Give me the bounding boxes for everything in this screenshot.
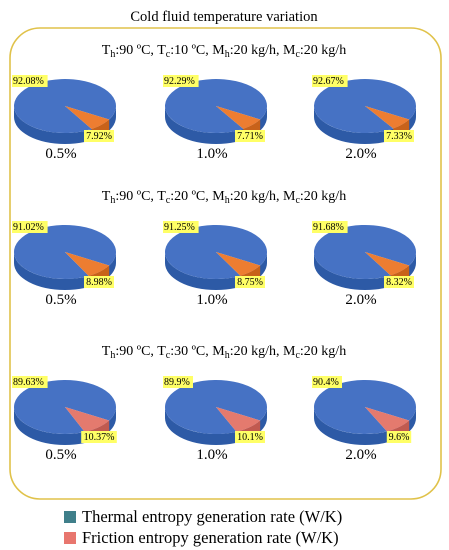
thermal-data-label: 92.08% <box>12 75 48 87</box>
pie-slice-friction <box>216 407 261 432</box>
svg-text:92.67%: 92.67% <box>313 76 344 87</box>
concentration-label: 1.0% <box>196 146 227 162</box>
friction-data-label: 8.32% <box>384 276 414 288</box>
pie-slice-thermal <box>14 379 117 434</box>
group-frame <box>9 27 442 500</box>
pie: 90.4% 9.6% 2.0% <box>312 376 416 463</box>
pie: 89.63% 10.37% 0.5% <box>12 376 117 463</box>
friction-data-label: 7.92% <box>84 130 114 142</box>
pie-slice-friction <box>216 252 261 276</box>
svg-text:7.33%: 7.33% <box>386 131 412 142</box>
pie-group: Th:90 ºC, Tc:30 ºC, Mh:20 kg/h, Mc:20 kg… <box>12 344 416 463</box>
svg-text:10.1%: 10.1% <box>237 432 263 443</box>
pie-slice-thermal <box>313 79 416 134</box>
pie-group: Th:90 ºC, Tc:10 ºC, Mh:20 kg/h, Mc:20 kg… <box>12 43 416 162</box>
figure-title: Cold fluid temperature variation <box>130 9 318 25</box>
concentration-label: 2.0% <box>345 292 376 308</box>
svg-text:9.6%: 9.6% <box>389 432 410 443</box>
pie-slice-friction <box>65 106 110 130</box>
svg-text:8.98%: 8.98% <box>86 277 112 288</box>
concentration-label: 1.0% <box>196 447 227 463</box>
thermal-data-label: 91.02% <box>12 221 48 233</box>
pie: 92.08% 7.92% 0.5% <box>12 75 116 162</box>
friction-data-label: 9.6% <box>386 431 412 443</box>
pie-slice-friction <box>365 106 410 129</box>
svg-text:89.9%: 89.9% <box>164 377 190 388</box>
concentration-label: 0.5% <box>45 447 76 463</box>
friction-data-label: 8.75% <box>235 276 265 288</box>
thermal-data-label: 92.29% <box>163 75 199 87</box>
legend-thermal-swatch <box>64 511 76 523</box>
concentration-label: 0.5% <box>45 146 76 162</box>
friction-data-label: 10.37% <box>81 431 117 443</box>
concentration-label: 2.0% <box>345 447 376 463</box>
pie-slice-friction <box>216 106 261 129</box>
svg-text:91.68%: 91.68% <box>313 222 344 233</box>
pie-slice-friction <box>65 252 110 276</box>
svg-text:8.32%: 8.32% <box>386 277 412 288</box>
svg-text:91.02%: 91.02% <box>13 222 44 233</box>
group-condition-label: Th:90 ºC, Tc:30 ºC, Mh:20 kg/h, Mc:20 kg… <box>102 344 346 361</box>
svg-text:8.75%: 8.75% <box>237 277 263 288</box>
svg-text:89.63%: 89.63% <box>13 377 44 388</box>
svg-text:7.71%: 7.71% <box>237 131 263 142</box>
pie-slice-thermal <box>13 79 116 134</box>
concentration-label: 2.0% <box>345 146 376 162</box>
svg-text:92.29%: 92.29% <box>164 76 195 87</box>
friction-data-label: 8.98% <box>84 276 114 288</box>
svg-text:7.92%: 7.92% <box>86 131 112 142</box>
thermal-data-label: 89.9% <box>163 376 193 388</box>
group-condition-label: Th:90 ºC, Tc:10 ºC, Mh:20 kg/h, Mc:20 kg… <box>102 43 346 60</box>
friction-data-label: 7.33% <box>384 130 414 142</box>
friction-data-label: 7.71% <box>235 130 265 142</box>
pie-slice-thermal <box>313 380 416 434</box>
friction-data-label: 10.1% <box>235 431 265 443</box>
thermal-data-label: 91.68% <box>312 221 348 233</box>
concentration-label: 0.5% <box>45 292 76 308</box>
pie: 92.67% 7.33% 2.0% <box>312 75 416 162</box>
thermal-data-label: 91.25% <box>163 221 199 233</box>
svg-text:90.4%: 90.4% <box>313 377 339 388</box>
svg-text:91.25%: 91.25% <box>164 222 195 233</box>
legend-friction-swatch <box>64 532 76 544</box>
pie-slice-friction <box>65 407 110 432</box>
pie-group: Th:90 ºC, Tc:20 ºC, Mh:20 kg/h, Mc:20 kg… <box>12 189 416 308</box>
pie-groups: Th:90 ºC, Tc:10 ºC, Mh:20 kg/h, Mc:20 kg… <box>12 43 416 463</box>
pie-slice-thermal <box>164 79 267 134</box>
thermal-data-label: 92.67% <box>312 75 348 87</box>
pie-slice-thermal <box>164 380 267 435</box>
thermal-data-label: 89.63% <box>12 376 48 388</box>
legend: Thermal entropy generation rate (W/K) Fr… <box>64 507 342 547</box>
pie-slice-friction <box>365 252 410 276</box>
concentration-label: 1.0% <box>196 292 227 308</box>
thermal-data-label: 90.4% <box>312 376 342 388</box>
pie-slice-friction <box>365 407 410 432</box>
group-condition-label: Th:90 ºC, Tc:20 ºC, Mh:20 kg/h, Mc:20 kg… <box>102 189 346 206</box>
legend-friction-label: Friction entropy generation rate (W/K) <box>82 528 339 547</box>
pie: 91.02% 8.98% 0.5% <box>12 221 116 308</box>
pie: 91.25% 8.75% 1.0% <box>163 221 267 308</box>
svg-text:92.08%: 92.08% <box>13 76 44 87</box>
pie: 89.9% 10.1% 1.0% <box>163 376 267 463</box>
legend-thermal-label: Thermal entropy generation rate (W/K) <box>82 507 342 526</box>
pie: 91.68% 8.32% 2.0% <box>312 221 416 308</box>
pie: 92.29% 7.71% 1.0% <box>163 75 267 162</box>
svg-text:10.37%: 10.37% <box>84 432 115 443</box>
pie-slice-thermal <box>13 225 116 280</box>
